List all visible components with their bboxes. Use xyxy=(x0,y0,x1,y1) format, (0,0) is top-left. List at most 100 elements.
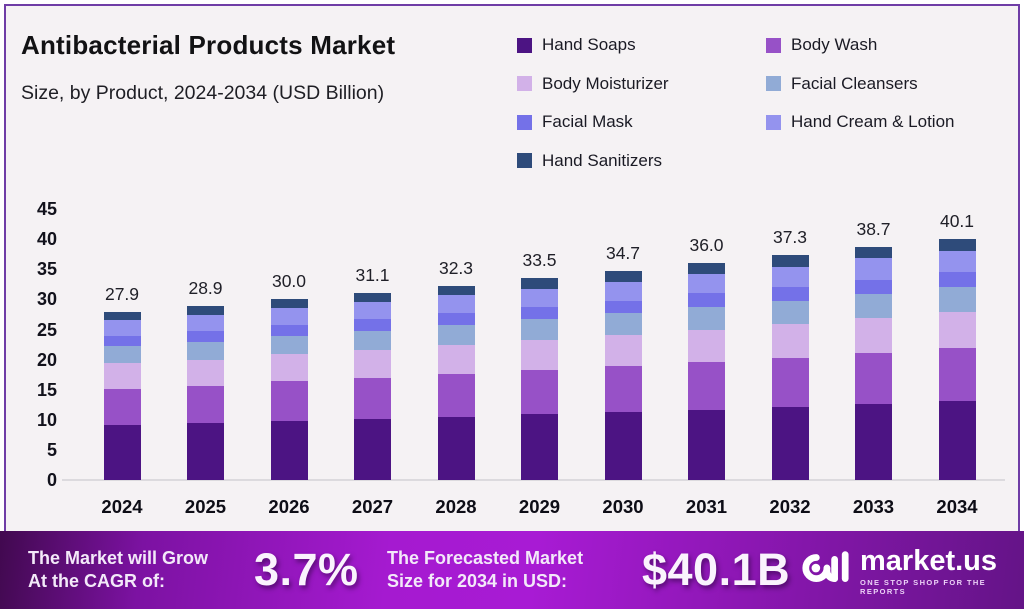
market-us-logo-icon xyxy=(800,547,850,596)
bar-segment-facial-mask xyxy=(688,293,725,307)
bar-segment-facial-cleansers xyxy=(103,345,141,364)
bar-segment-hand-soaps xyxy=(855,404,892,480)
bar-segment-hand-soaps xyxy=(688,409,725,480)
bar-total-label: 28.9 xyxy=(188,278,223,299)
bar-segment-hand-cream-lotion xyxy=(354,302,391,320)
legend-label: Facial Cleansers xyxy=(791,73,918,93)
x-axis-year-label: 2032 xyxy=(769,496,811,517)
bar-total-label: 31.1 xyxy=(355,264,390,285)
legend-label: Hand Sanitizers xyxy=(542,150,663,170)
bar-segment-facial-cleansers xyxy=(938,286,976,313)
x-axis-year-label: 2025 xyxy=(184,496,227,517)
bar-segment-hand-cream-lotion xyxy=(855,258,892,280)
bar-total-label: 38.7 xyxy=(856,219,891,240)
bar-segment-facial-mask xyxy=(187,330,224,342)
forecast-label: The Forecasted Market Size for 2034 in U… xyxy=(387,547,583,593)
bar-segment-hand-cream-lotion xyxy=(270,308,308,325)
bar-segment-hand-soaps xyxy=(771,407,809,480)
bar-segment-hand-cream-lotion xyxy=(103,320,141,336)
bar-segment-hand-soaps xyxy=(270,421,308,480)
bar-segment-body-moisturizer xyxy=(855,318,892,353)
footer-banner: The Market will Grow At the CAGR of: 3.7… xyxy=(0,531,1024,609)
bar-segment-facial-cleansers xyxy=(437,324,475,345)
bar-segment-hand-cream-lotion xyxy=(521,288,558,307)
brand-lockup: market.us ONE STOP SHOP FOR THE REPORTS xyxy=(800,546,1024,596)
bar-segment-body-wash xyxy=(604,366,642,412)
legend-label: Hand Soaps xyxy=(542,35,636,55)
bar-segment-facial-mask xyxy=(855,279,892,294)
x-axis-year-label: 2031 xyxy=(685,496,728,517)
bar-segment-facial-cleansers xyxy=(187,341,224,360)
legend-swatch-icon xyxy=(766,114,781,130)
bar-segment-body-moisturizer xyxy=(354,349,391,379)
bar-segment-body-wash xyxy=(938,348,976,402)
bar-segment-hand-sanitizers xyxy=(187,306,224,316)
legend-item-body-moisturizer: Body Moisturizer xyxy=(517,65,766,104)
y-axis-tick-label: 15 xyxy=(36,379,57,400)
cagr-value: 3.7% xyxy=(254,544,359,595)
bar-segment-hand-sanitizers xyxy=(103,312,141,321)
bar-segment-hand-soaps xyxy=(521,414,558,480)
bar-segment-hand-sanitizers xyxy=(437,285,475,296)
x-axis-year-label: 2033 xyxy=(852,496,895,517)
bar-segment-body-moisturizer xyxy=(437,344,475,375)
bar-total-label: 36.0 xyxy=(689,235,724,256)
legend-swatch-icon xyxy=(517,114,532,130)
bar-total-label: 27.9 xyxy=(104,284,140,305)
x-axis-year-label: 2028 xyxy=(435,496,477,517)
brand-tagline: ONE STOP SHOP FOR THE REPORTS xyxy=(860,578,987,596)
legend-swatch-icon xyxy=(766,37,781,53)
legend-swatch-icon xyxy=(517,37,532,53)
bar-segment-body-wash xyxy=(771,357,809,408)
bar-segment-facial-mask xyxy=(270,324,308,336)
bar-total-label: 32.3 xyxy=(438,257,474,278)
x-axis-year-label: 2029 xyxy=(518,496,561,517)
legend-item-facial-cleansers: Facial Cleansers xyxy=(766,65,954,104)
bar-segment-facial-cleansers xyxy=(354,330,391,350)
y-axis-tick-label: 25 xyxy=(36,319,57,340)
bar-segment-body-moisturizer xyxy=(604,334,642,367)
legend-swatch-icon xyxy=(517,153,532,169)
bar-segment-hand-soaps xyxy=(354,419,391,480)
bar-segment-facial-cleansers xyxy=(771,300,809,325)
bar-segment-facial-cleansers xyxy=(688,306,725,330)
legend-item-hand-soaps: Hand Soaps xyxy=(517,26,766,65)
bar-total-label: 30.0 xyxy=(271,271,307,292)
bar-segment-facial-mask xyxy=(354,319,391,331)
legend-label: Body Moisturizer xyxy=(542,73,669,93)
bar-segment-hand-sanitizers xyxy=(354,292,391,303)
cagr-label: The Market will Grow At the CAGR of: xyxy=(28,547,208,593)
bar-segment-hand-soaps xyxy=(103,425,141,480)
bar-segment-hand-sanitizers xyxy=(604,271,642,282)
bar-segment-body-wash xyxy=(103,388,141,426)
x-axis-year-label: 2026 xyxy=(268,496,310,517)
legend-label: Hand Cream & Lotion xyxy=(791,112,955,132)
bar-segment-hand-sanitizers xyxy=(771,255,809,267)
bar-segment-hand-soaps xyxy=(604,411,642,480)
x-axis-year-label: 2027 xyxy=(351,496,394,517)
bar-segment-hand-cream-lotion xyxy=(771,266,809,287)
bar-segment-body-moisturizer xyxy=(938,312,976,349)
bar-segment-hand-sanitizers xyxy=(270,299,308,309)
bar-segment-hand-cream-lotion xyxy=(938,250,976,273)
legend-swatch-icon xyxy=(517,76,532,92)
bar-segment-body-wash xyxy=(437,374,475,417)
bar-segment-facial-mask xyxy=(437,312,475,325)
bar-segment-facial-cleansers xyxy=(855,293,892,319)
x-axis-year-label: 2034 xyxy=(936,496,978,517)
legend-label: Body Wash xyxy=(791,35,878,55)
bar-segment-hand-soaps xyxy=(938,401,976,480)
bar-segment-hand-sanitizers xyxy=(855,247,892,259)
cagr-label-line1: The Market will Grow xyxy=(28,548,209,568)
bar-segment-facial-cleansers xyxy=(270,335,308,355)
bar-segment-hand-cream-lotion xyxy=(437,295,475,313)
legend-item-body-wash: Body Wash xyxy=(766,26,954,65)
page-title: Antibacterial Products Market xyxy=(21,30,396,60)
bar-segment-body-moisturizer xyxy=(270,354,308,382)
bar-segment-body-moisturizer xyxy=(187,359,224,386)
bar-segment-body-moisturizer xyxy=(771,324,809,358)
bar-segment-hand-cream-lotion xyxy=(688,274,725,294)
bar-segment-hand-sanitizers xyxy=(521,278,558,289)
